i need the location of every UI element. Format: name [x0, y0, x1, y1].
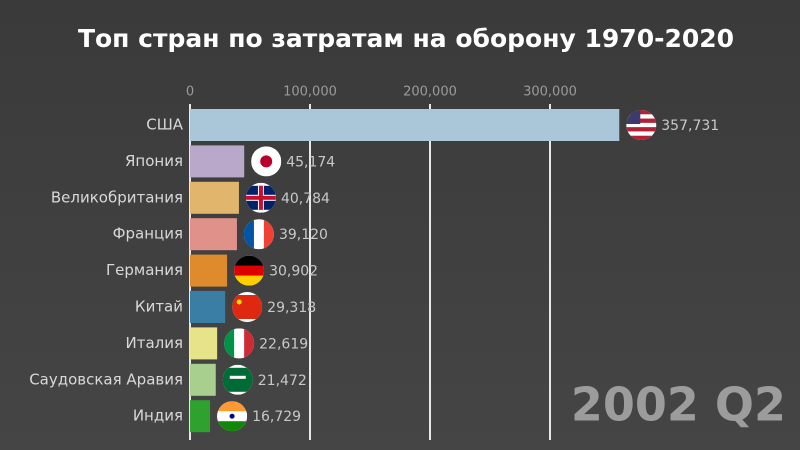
flag-part	[222, 367, 253, 392]
bar	[190, 291, 226, 323]
flag-icon	[217, 401, 248, 432]
flag-part	[234, 255, 265, 266]
x-tick-label: 100,000	[283, 85, 337, 100]
value-label: 16,729	[252, 409, 301, 425]
flag-part	[234, 275, 265, 286]
bar	[190, 254, 228, 287]
value-label: 45,174	[286, 154, 335, 170]
flag-part	[263, 219, 274, 250]
bar	[190, 218, 237, 251]
x-tick-label: 300,000	[523, 85, 577, 100]
category-label: Франция	[113, 225, 183, 243]
flag-part	[626, 135, 657, 140]
category-label: Германия	[106, 261, 183, 279]
bar	[190, 363, 216, 396]
flag-part	[626, 131, 657, 137]
x-tick-label: 200,000	[403, 85, 457, 100]
value-label: 40,784	[281, 191, 330, 207]
flag-icon	[232, 292, 263, 322]
flag-icon	[234, 255, 265, 286]
flag-part	[244, 328, 255, 359]
category-label: Индия	[133, 407, 183, 425]
flag-part	[236, 299, 242, 305]
category-label: Саудовская Аравия	[29, 370, 183, 388]
value-label: 29,318	[267, 300, 316, 316]
category-label: Япония	[125, 152, 183, 170]
value-label: 39,120	[279, 227, 328, 243]
flag-part	[258, 185, 263, 210]
flag-part	[217, 421, 248, 432]
flag-part	[260, 155, 273, 168]
category-label: Италия	[125, 334, 183, 352]
flag-part	[626, 114, 657, 119]
flag-part	[234, 328, 245, 359]
flag-part	[217, 401, 248, 412]
category-label: Великобритания	[51, 188, 183, 206]
flag-part	[234, 265, 265, 276]
bar	[190, 109, 620, 141]
value-label: 30,902	[269, 264, 318, 280]
flag-part	[626, 118, 657, 124]
flag-icon	[222, 364, 253, 395]
flag-part	[626, 110, 657, 115]
flag-part	[229, 375, 246, 379]
value-label: 22,619	[259, 336, 308, 352]
flag-icon	[224, 328, 255, 359]
flag-icon	[243, 219, 274, 250]
flag-part	[229, 413, 235, 419]
value-label: 357,731	[661, 118, 719, 134]
period-label: 2002 Q2	[571, 378, 786, 432]
category-label: Китай	[135, 298, 183, 316]
flag-part	[243, 219, 255, 250]
flag-part	[626, 127, 657, 132]
bar	[190, 400, 211, 433]
flag-part	[224, 328, 235, 359]
flag-part	[626, 122, 657, 128]
bar	[190, 327, 218, 360]
bar	[190, 181, 239, 214]
flag-icon	[245, 182, 276, 213]
bar	[190, 145, 245, 178]
flag-part	[232, 295, 263, 319]
flag-part	[253, 219, 265, 250]
chart-title: Топ стран по затратам на оборону 1970-20…	[78, 24, 734, 53]
category-label: США	[146, 116, 184, 134]
x-tick-label: 0	[186, 85, 194, 100]
flag-icon	[251, 146, 282, 177]
value-label: 21,472	[258, 373, 307, 389]
